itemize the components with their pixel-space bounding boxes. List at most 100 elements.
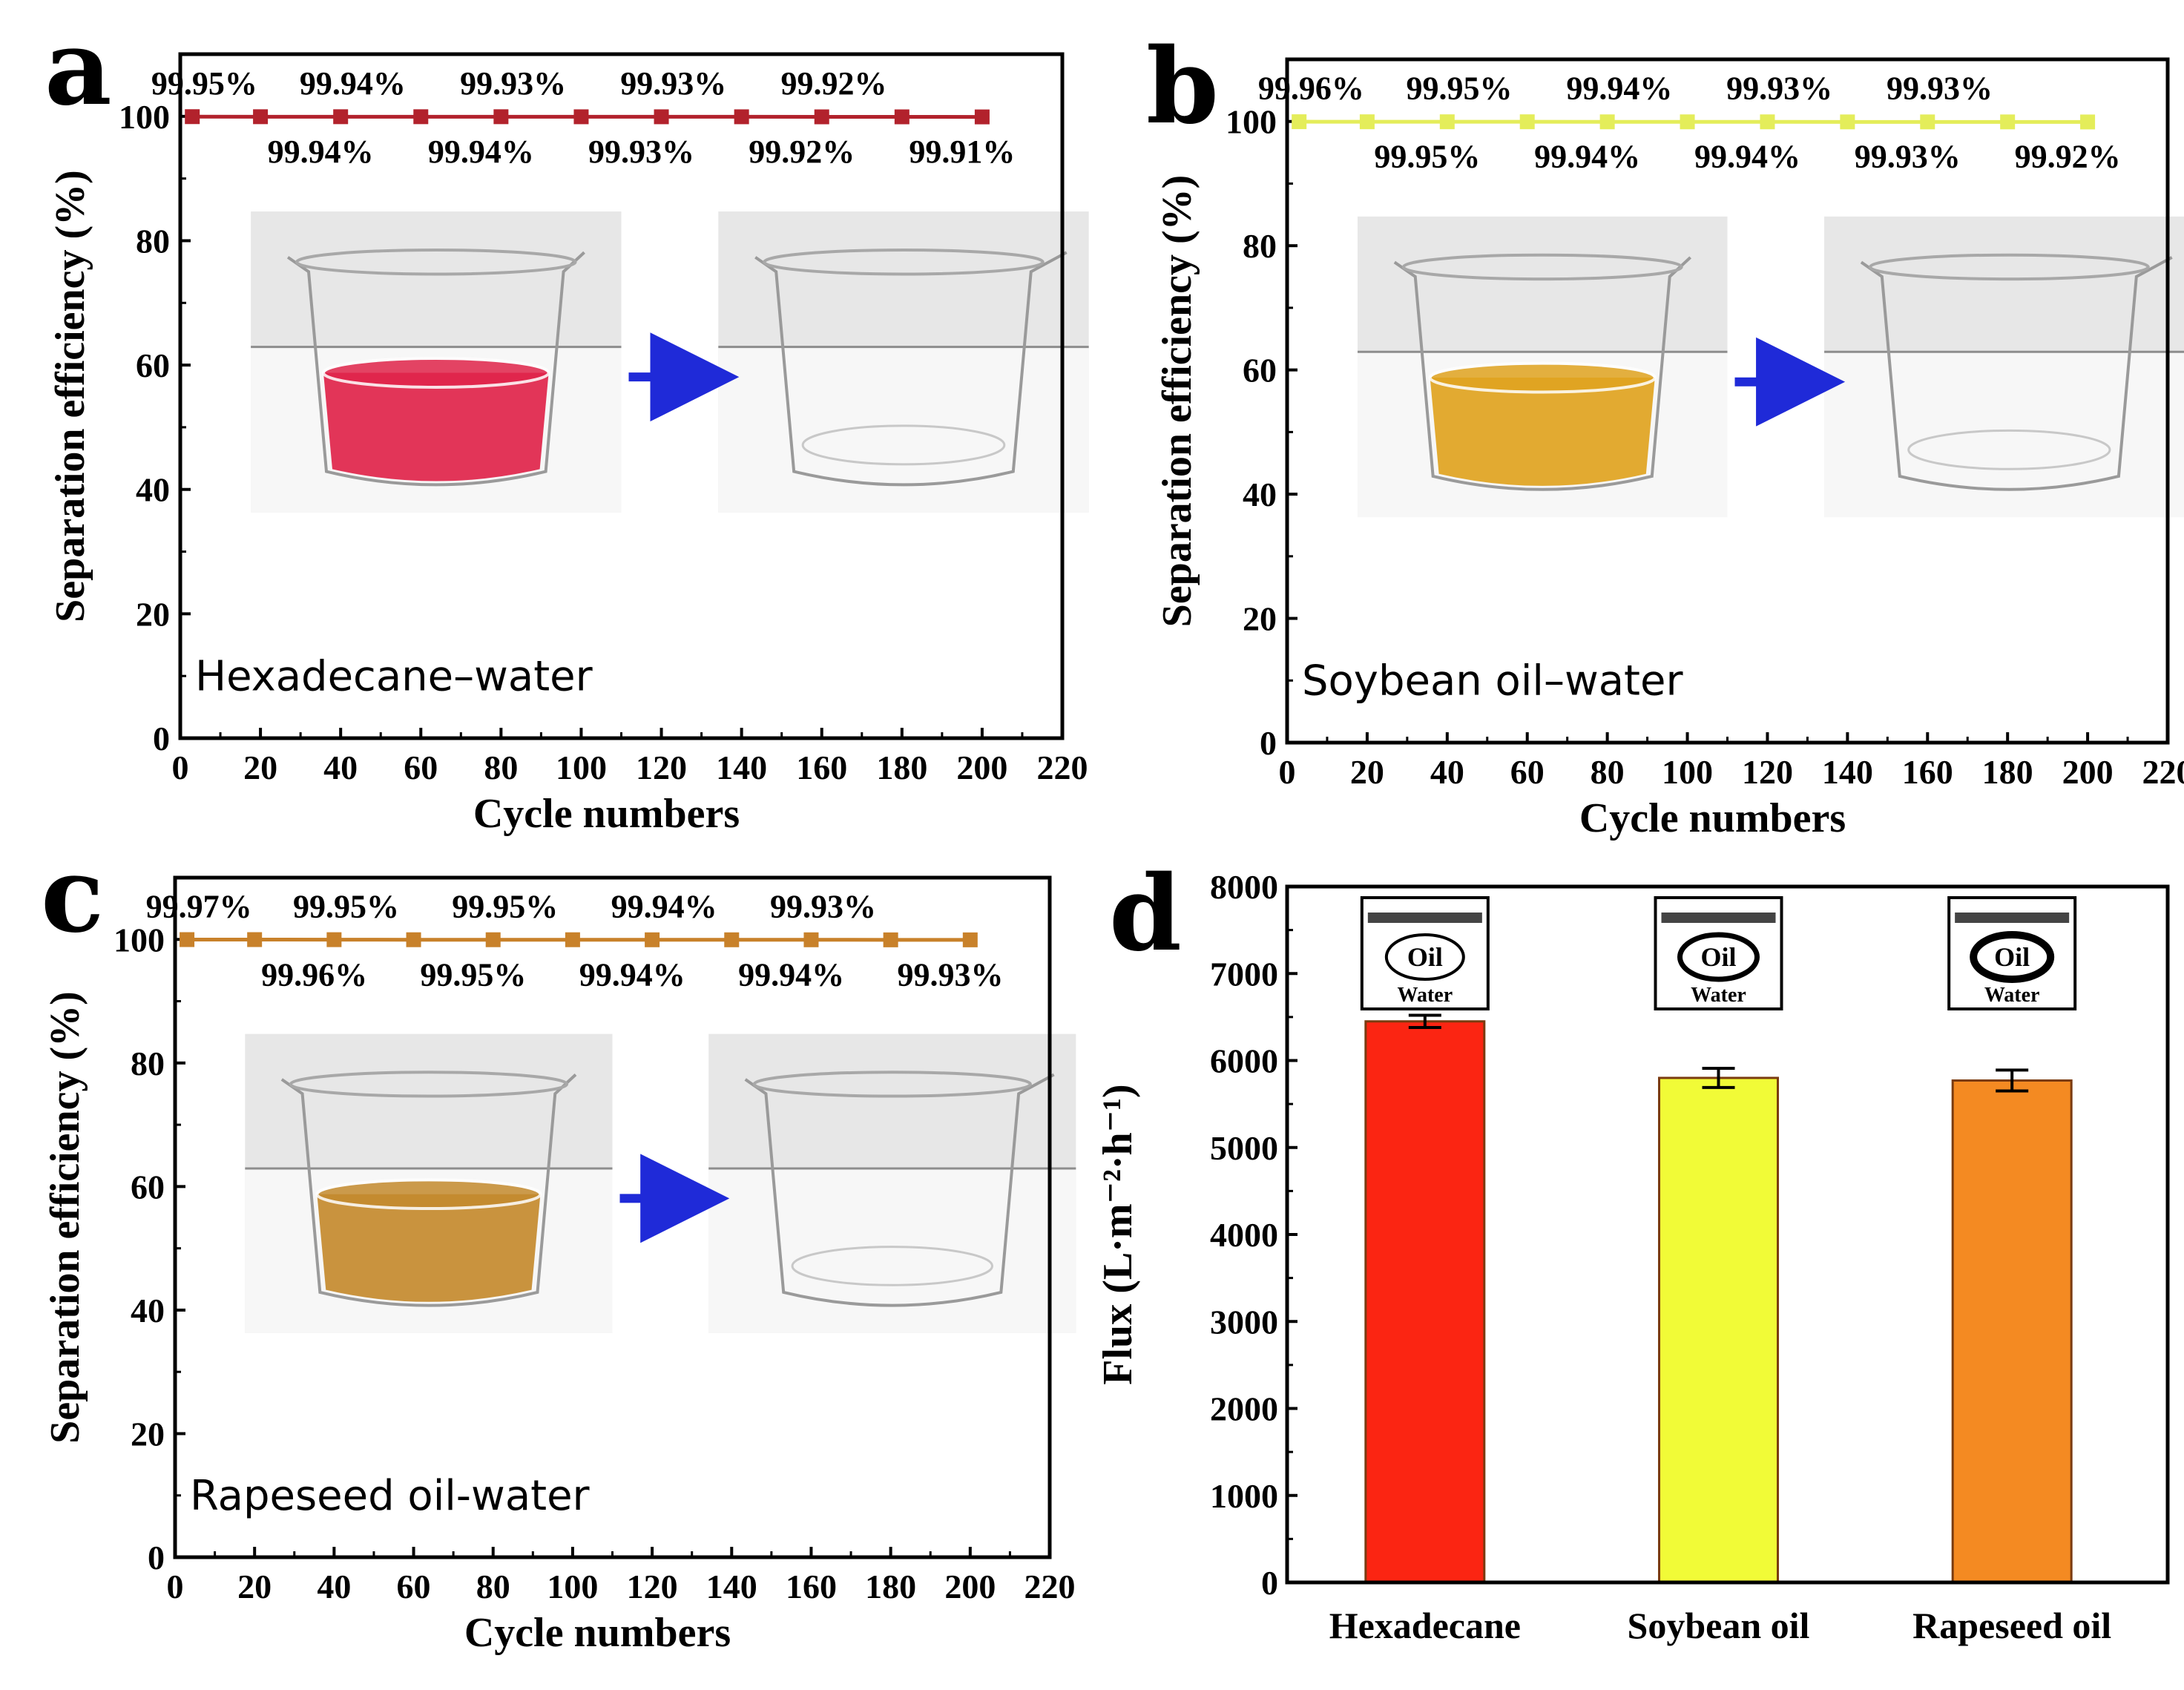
data-point [1292, 114, 1307, 130]
bar [1658, 1076, 1779, 1584]
data-point [1599, 114, 1615, 130]
data-label: 99.94% [738, 956, 844, 993]
y-tick-label: 80 [131, 1045, 165, 1082]
x-tick-label: 220 [1024, 1568, 1076, 1605]
data-point [247, 932, 263, 947]
x-tick-label: 100 [547, 1568, 598, 1605]
data-point [894, 109, 910, 125]
inset-schematic: Oil Water [1360, 896, 1490, 1010]
inset-membrane [1661, 913, 1776, 923]
x-tick-label: 120 [1742, 753, 1793, 791]
x-tick-label: 0 [172, 749, 189, 786]
photo-after-residue [1907, 429, 2111, 470]
data-label: 99.91% [909, 134, 1015, 170]
y-tick-label: 100 [119, 98, 170, 136]
inset-membrane [1367, 913, 1482, 923]
panel-letter-d: d [1109, 853, 1182, 975]
x-tick-label: 0 [167, 1568, 184, 1605]
y-tick-label: 60 [1243, 352, 1277, 389]
data-point [185, 109, 200, 125]
x-axis-title: Cycle numbers [473, 791, 740, 837]
data-label: 99.93% [1855, 139, 1961, 175]
photo-before-liquid-surface [315, 1178, 542, 1211]
data-label: 99.94% [428, 134, 534, 170]
photo-before-rim [1401, 253, 1683, 281]
y-tick-label: 0 [153, 720, 170, 757]
data-label: 99.95% [1407, 70, 1513, 107]
data-point [1680, 114, 1695, 130]
inset-membrane [1955, 913, 2070, 923]
plot-frame [1285, 884, 2170, 1585]
panel-a: a Hexadecane–water 0 20 40 60 80 100 120 140 160 18… [45, 7, 1089, 837]
photo-after-glass [1860, 256, 2173, 491]
y-tick-label: 3000 [1210, 1303, 1278, 1341]
x-tick-label: 20 [237, 1568, 272, 1605]
photo-before-glass [280, 1073, 577, 1307]
data-point [1519, 114, 1535, 130]
data-label: 99.95% [452, 888, 558, 924]
panel-c: c Rapeseed oil-water 0 20 40 60 80 100 120 140 160… [41, 835, 1076, 1656]
data-label: 99.96% [261, 956, 367, 993]
inset-schematic: Oil Water [1947, 896, 2077, 1010]
x-tick-label: 220 [2142, 753, 2184, 791]
x-tick-label: 160 [796, 749, 847, 786]
data-point [654, 109, 669, 125]
x-tick-label: 80 [484, 749, 518, 786]
y-tick-label: 100 [1226, 103, 1277, 141]
y-tick-label: 5000 [1210, 1129, 1278, 1167]
bar [1951, 1079, 2073, 1584]
category-label: Rapeseed oil [1912, 1605, 2111, 1646]
data-label: 99.93% [770, 888, 876, 924]
photo-before-liquid [323, 372, 549, 481]
y-tick-label: 7000 [1210, 955, 1278, 993]
y-axis-title: Separation efficiency (%) [1154, 175, 1200, 628]
data-label: 99.94% [268, 134, 374, 170]
data-point [565, 932, 580, 947]
inset-schematic: Oil Water [1654, 896, 1783, 1010]
data-point [1439, 114, 1455, 130]
photo-before-glass [1393, 256, 1692, 491]
y-tick-label: 8000 [1210, 868, 1278, 906]
data-point [2080, 114, 2096, 130]
y-tick-label: 100 [114, 921, 165, 959]
data-point [1359, 114, 1375, 130]
inset-water-label: Water [1691, 984, 1746, 1007]
x-tick-label: 100 [556, 749, 607, 786]
data-point [180, 932, 195, 947]
y-tick-label: 80 [136, 222, 170, 260]
y-tick-label: 40 [136, 471, 170, 509]
data-label: 99.93% [588, 134, 694, 170]
photo-before-liquid-surface [1428, 361, 1657, 394]
data-point [333, 109, 349, 125]
photo-after-residue [791, 1246, 993, 1286]
data-label: 99.93% [898, 956, 1004, 993]
data-point [974, 109, 990, 125]
x-tick-label: 180 [876, 749, 927, 786]
y-tick-label: 6000 [1210, 1042, 1278, 1080]
mixture-label: Rapeseed oil-water [190, 1472, 591, 1520]
photo-after-residue [801, 424, 1006, 466]
photo-pair [245, 1033, 1076, 1333]
mixture-label: Soybean oil–water [1302, 657, 1683, 706]
data-label: 99.94% [1534, 139, 1640, 175]
x-tick-label: 60 [397, 1568, 431, 1605]
data-point [573, 109, 589, 125]
data-label: 99.95% [1374, 139, 1480, 175]
x-tick-label: 140 [716, 749, 767, 786]
data-label: 99.96% [1258, 70, 1364, 107]
data-point [413, 109, 429, 125]
photo-after-rim [752, 1071, 1032, 1098]
x-axis-title: Cycle numbers [464, 1610, 731, 1656]
data-point [1920, 114, 1935, 130]
data-point [962, 932, 978, 947]
mixture-label: Hexadecane–water [195, 652, 593, 700]
inset-oil-droplet [1970, 931, 2055, 983]
x-tick-label: 120 [627, 1568, 678, 1605]
data-point [2000, 114, 2016, 130]
data-label: 99.93% [460, 65, 566, 102]
panel-letter-b: b [1146, 26, 1219, 148]
x-tick-label: 120 [636, 749, 687, 786]
x-tick-label: 140 [1822, 753, 1873, 791]
y-tick-label: 0 [1260, 724, 1277, 762]
panel-d: d 0 1000 2000 3000 4000 5000 6000 7000 8000 Flux (… [1095, 853, 2170, 1646]
